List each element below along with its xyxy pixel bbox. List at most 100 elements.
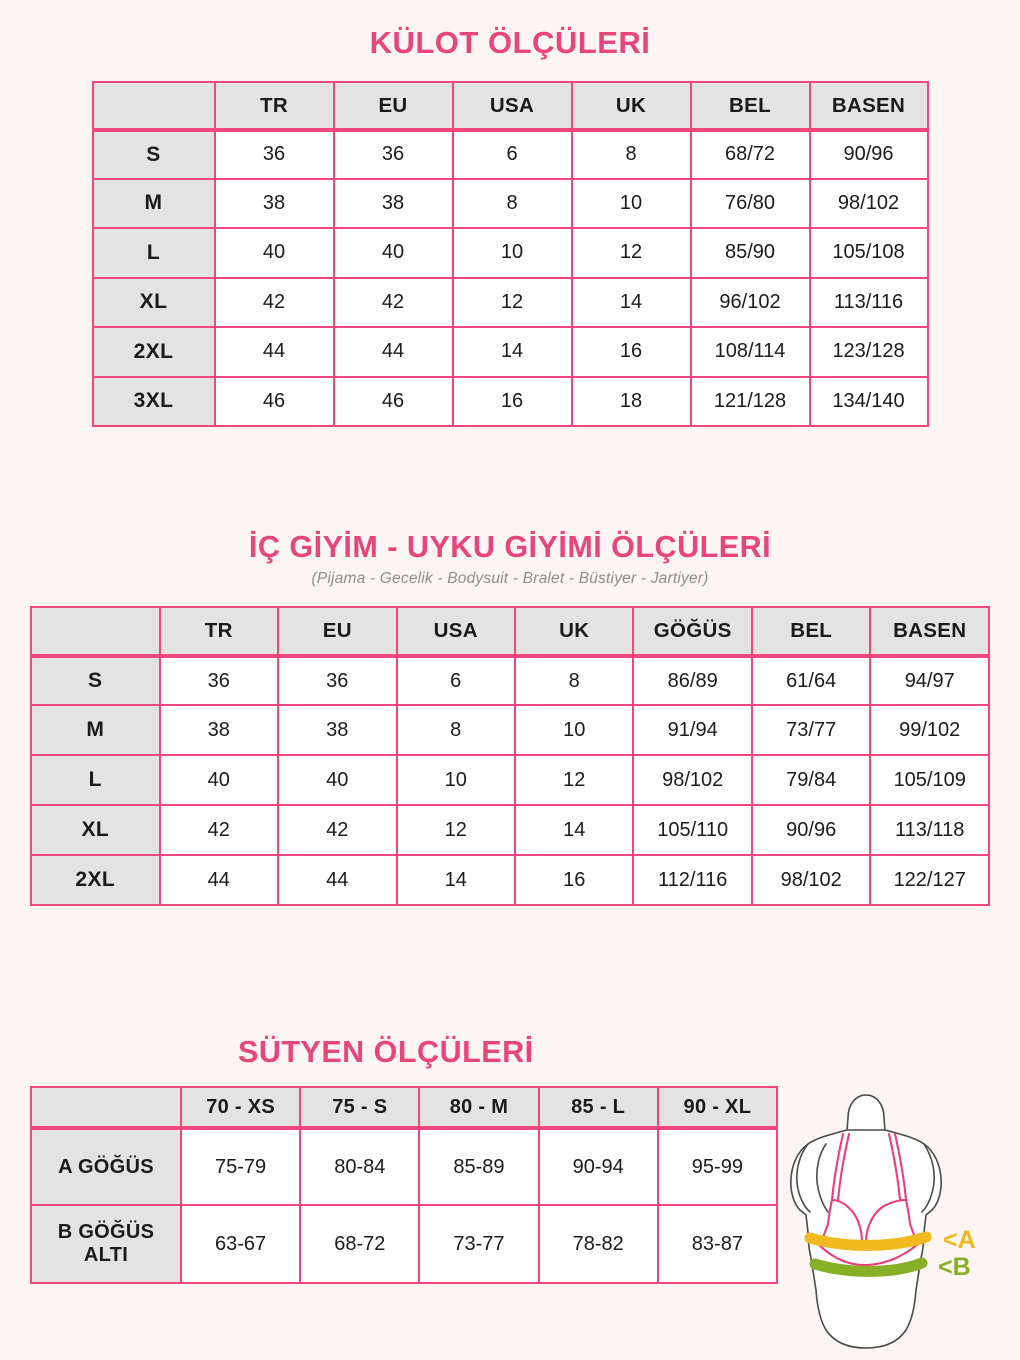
section-bra: SÜTYEN ÖLÇÜLERİ 70 - XS 75 - S 80 - M 85… — [0, 1036, 1020, 1285]
table-row: 3XL 46 46 16 18 121/128 134/140 — [91, 377, 929, 428]
panties-col-basen: BASEN — [810, 80, 929, 131]
panties-cell: 134/140 — [810, 377, 929, 428]
panties-cell: 14 — [572, 278, 692, 329]
bra-right-cup — [864, 1198, 918, 1244]
table-row: M 38 38 8 10 91/94 73/77 99/102 — [30, 706, 990, 757]
bra-col-70-xs: 70 - XS — [182, 1086, 302, 1129]
table-row: L 40 40 10 12 85/90 105/108 — [91, 229, 929, 279]
underbust-measure-band-b — [809, 1257, 928, 1277]
bra-col-90-xl: 90 - XL — [658, 1086, 778, 1129]
panties-col-tr: TR — [215, 80, 335, 131]
underwear-title: İÇ GİYİM - UYKU GİYİMİ ÖLÇÜLERİ — [248, 530, 772, 564]
panties-col-usa: USA — [453, 80, 573, 131]
bra-size-table: 70 - XS 75 - S 80 - M 85 - L 90 - XL A G… — [30, 1086, 778, 1285]
underwear-cell: 90/96 — [752, 806, 872, 857]
underwear-cell: 12 — [515, 756, 635, 807]
table-row: 2XL 44 44 14 16 108/114 123/128 — [91, 328, 929, 378]
underwear-cell: 36 — [160, 656, 280, 707]
underwear-col-usa: USA — [397, 606, 516, 657]
panties-cell: 10 — [572, 179, 692, 230]
underwear-cell: 86/89 — [634, 656, 753, 707]
panties-cell: 42 — [215, 278, 335, 329]
underwear-col-gogus: GÖĞÜS — [634, 606, 753, 657]
bra-cell: 78-82 — [539, 1206, 659, 1285]
bra-left-strap-inner — [836, 1132, 851, 1202]
bra-cell: 68-72 — [301, 1206, 421, 1285]
underwear-cell: 8 — [397, 706, 516, 757]
underwear-cell: 36 — [279, 656, 398, 707]
section-underwear: İÇ GİYİM - UYKU GİYİMİ ÖLÇÜLERİ (Pijama … — [0, 530, 1020, 907]
panties-row-size: 3XL — [91, 377, 216, 428]
underwear-cell: 91/94 — [634, 706, 753, 757]
panties-cell: 36 — [215, 130, 335, 180]
table-row: B GÖĞÜS ALTI 63-67 68-72 73-77 78-82 83-… — [30, 1206, 778, 1285]
bra-cell: 90-94 — [539, 1128, 659, 1207]
underwear-cell: 42 — [160, 806, 280, 857]
underwear-cell: 38 — [160, 706, 280, 757]
mannequin-right-armhole — [921, 1143, 935, 1213]
section-panties: KÜLOT ÖLÇÜLERİ TR EU USA UK BEL BASEN — [0, 0, 1020, 428]
underwear-cell: 112/116 — [634, 856, 753, 907]
panties-cell: 85/90 — [691, 229, 811, 279]
panties-cell: 90/96 — [810, 130, 929, 180]
panties-cell: 18 — [572, 377, 692, 428]
panties-cell: 16 — [572, 328, 692, 378]
bra-col-75-s: 75 - S — [301, 1086, 421, 1129]
bra-cell: 85-89 — [420, 1128, 540, 1207]
panties-cell: 14 — [453, 328, 573, 378]
bra-cell: 83-87 — [658, 1206, 778, 1285]
mannequin-left-arm-inner — [796, 1143, 811, 1213]
panties-title: KÜLOT ÖLÇÜLERİ — [369, 25, 651, 60]
mannequin-neck — [846, 1094, 886, 1132]
underwear-size-table: TR EU USA UK GÖĞÜS BEL BASEN S 36 36 6 8… — [30, 606, 990, 907]
bra-right-strap-inner — [893, 1132, 908, 1202]
bra-row-label-b: B GÖĞÜS ALTI — [30, 1206, 182, 1285]
bra-cell: 73-77 — [420, 1206, 540, 1285]
label-b-text: <B — [938, 1253, 971, 1281]
panties-cell: 44 — [334, 328, 454, 378]
bra-cell: 95-99 — [658, 1128, 778, 1207]
panties-row-size: L — [91, 229, 216, 279]
underwear-cell: 105/109 — [871, 756, 990, 807]
underwear-col-uk: UK — [515, 606, 635, 657]
panties-cell: 76/80 — [691, 179, 811, 230]
panties-cell: 98/102 — [810, 179, 929, 230]
bust-measure-band-a — [804, 1231, 932, 1251]
underwear-cell: 42 — [279, 806, 398, 857]
underwear-row-size: L — [30, 756, 161, 807]
panties-cell: 44 — [215, 328, 335, 378]
bra-right-strap-outer — [887, 1132, 902, 1202]
panties-col-uk: UK — [572, 80, 692, 131]
bra-col-80-m: 80 - M — [420, 1086, 540, 1129]
panties-row-size: M — [91, 179, 216, 230]
panties-row-size: S — [91, 130, 216, 180]
underwear-cell: 105/110 — [634, 806, 753, 857]
underwear-cell: 12 — [397, 806, 516, 857]
bra-row-label-a-line1: A GÖĞÜS — [58, 1155, 154, 1178]
underwear-cell: 122/127 — [871, 856, 990, 907]
table-header-row: TR EU USA UK BEL BASEN — [91, 80, 929, 131]
panties-cell: 46 — [334, 377, 454, 428]
panties-cell: 12 — [453, 278, 573, 329]
underwear-cell: 14 — [515, 806, 635, 857]
panties-cell: 38 — [334, 179, 454, 230]
underwear-cell: 44 — [279, 856, 398, 907]
panties-col-0 — [91, 80, 216, 131]
table-row: XL 42 42 12 14 96/102 113/116 — [91, 278, 929, 329]
underwear-cell: 6 — [397, 656, 516, 707]
underwear-cell: 113/118 — [871, 806, 990, 857]
panties-cell: 6 — [453, 130, 573, 180]
bra-cell: 75-79 — [182, 1128, 302, 1207]
panties-cell: 123/128 — [810, 328, 929, 378]
panties-cell: 40 — [334, 229, 454, 279]
bra-row-label-b-line1: B GÖĞÜS — [57, 1221, 155, 1244]
panties-cell: 46 — [215, 377, 335, 428]
panties-row-size: 2XL — [91, 328, 216, 378]
bra-cell: 80-84 — [301, 1128, 421, 1207]
panties-size-table: TR EU USA UK BEL BASEN S 36 36 6 8 68/72… — [91, 80, 929, 428]
underwear-row-size: 2XL — [30, 856, 161, 907]
underwear-col-basen: BASEN — [871, 606, 990, 657]
bra-left-strap-outer — [830, 1132, 845, 1202]
underwear-cell: 98/102 — [634, 756, 753, 807]
